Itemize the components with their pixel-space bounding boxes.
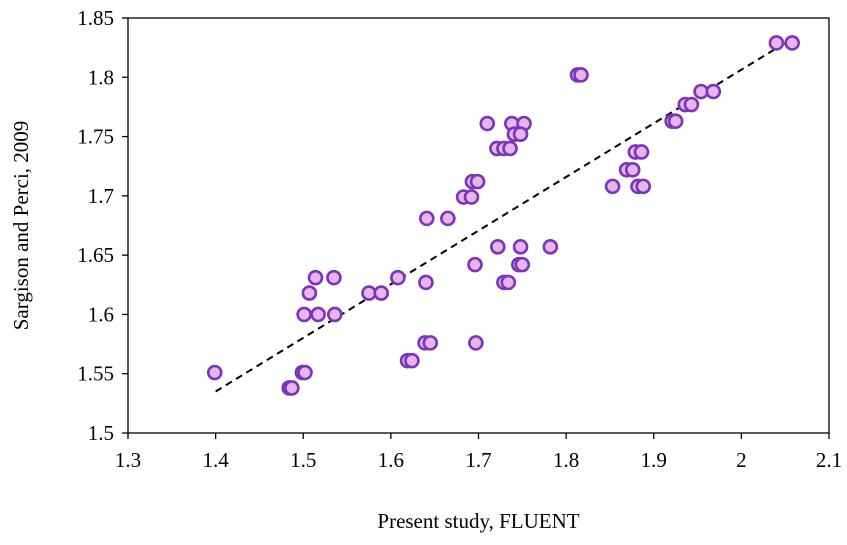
x-axis-title: Present study, FLUENT <box>377 509 579 533</box>
data-point <box>422 335 439 351</box>
x-tick-label: 1.8 <box>553 448 579 472</box>
data-point <box>418 274 434 291</box>
data-point <box>390 269 406 286</box>
x-tick-label: 1.4 <box>203 448 230 472</box>
y-tick-label: 1.75 <box>77 125 114 149</box>
data-points <box>206 35 800 396</box>
data-point <box>512 239 529 255</box>
x-tick-label: 1.9 <box>641 448 667 472</box>
y-tick-label: 1.65 <box>77 243 114 267</box>
data-point <box>768 35 785 51</box>
data-point <box>463 189 480 205</box>
data-point <box>542 239 559 255</box>
data-point <box>633 144 650 160</box>
data-point <box>301 285 318 301</box>
x-tick-label: 2.1 <box>816 448 842 472</box>
data-point <box>284 380 300 396</box>
data-point <box>514 256 531 273</box>
data-point <box>404 352 420 369</box>
y-tick-label: 1.5 <box>88 421 114 445</box>
y-tick-label: 1.6 <box>88 302 114 326</box>
data-point <box>512 126 529 142</box>
data-point <box>500 274 517 291</box>
plot-border <box>127 17 830 434</box>
data-point <box>297 364 313 381</box>
data-point <box>469 173 486 190</box>
data-point <box>206 364 223 381</box>
data-point <box>440 210 456 227</box>
data-point <box>489 239 506 255</box>
y-axis-title: Sargison and Perci, 2009 <box>9 121 33 331</box>
data-point <box>468 335 484 351</box>
data-point <box>467 256 483 273</box>
data-point <box>624 161 641 178</box>
axes: 1.3 1.4 1.5 1.6 1.7 1.8 1.9 2 2.1 1.5 1.55 1.6 1.65 1… <box>77 6 842 472</box>
data-point <box>307 269 324 286</box>
data-point <box>326 306 343 323</box>
data-point <box>705 83 722 100</box>
y-tick-label: 1.85 <box>77 6 114 30</box>
data-point <box>502 140 518 157</box>
data-point <box>326 269 342 286</box>
data-point <box>373 285 390 301</box>
x-tick-label: 1.7 <box>465 448 491 472</box>
data-point <box>604 178 621 195</box>
data-point <box>784 35 800 51</box>
data-point <box>419 210 435 227</box>
y-tick-label: 1.8 <box>88 65 114 89</box>
y-tick-label: 1.7 <box>88 184 114 208</box>
data-point <box>573 67 589 83</box>
x-tick-label: 1.3 <box>115 448 141 472</box>
y-tick-label: 1.55 <box>77 362 114 386</box>
x-tick-label: 1.6 <box>378 448 404 472</box>
data-point <box>667 113 684 129</box>
data-point <box>479 115 496 132</box>
data-point <box>635 178 652 195</box>
data-point <box>683 96 700 113</box>
x-tick-label: 1.5 <box>290 448 316 472</box>
data-point <box>310 306 326 323</box>
data-point <box>296 306 312 323</box>
x-tick-label: 2 <box>736 448 747 472</box>
